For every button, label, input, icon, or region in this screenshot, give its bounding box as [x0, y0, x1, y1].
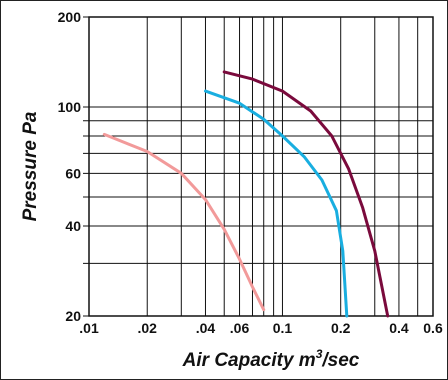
- x-axis-label-main: Air Capacity m: [182, 350, 316, 371]
- x-tick-labels: .01 .02 .04 .06 0.1 0.2 0.4 0.6: [79, 320, 443, 336]
- y-tick-label: 100: [58, 99, 82, 115]
- y-tick-label: 20: [65, 308, 81, 324]
- y-axis-label: Pressure Pa: [20, 111, 41, 221]
- y-tick-labels: 20 40 60 100 200: [58, 9, 82, 324]
- series-line-2: [204, 89, 349, 318]
- x-tick-label: .04: [196, 320, 216, 336]
- y-tick-label: 60: [65, 165, 81, 181]
- x-axis-label: Air Capacity m3/sec: [182, 347, 360, 371]
- x-tick-label: .02: [138, 320, 158, 336]
- x-tick-label: 0.2: [331, 320, 351, 336]
- y-tick-label: 200: [58, 9, 82, 25]
- x-tick-label: 0.6: [423, 320, 443, 336]
- x-tick-label: 0.1: [273, 320, 293, 336]
- grid: [83, 16, 434, 317]
- x-tick-label: .06: [230, 320, 250, 336]
- series-lines: [102, 70, 390, 318]
- y-tick-label: 40: [65, 218, 81, 234]
- series-line-1: [102, 132, 266, 312]
- x-tick-label: .01: [79, 320, 99, 336]
- plot-area: [88, 16, 434, 317]
- x-tick-label: 0.4: [389, 320, 409, 336]
- x-axis-label-superscript: 3: [316, 347, 323, 361]
- series-line-3: [222, 70, 390, 318]
- x-axis-label-suffix: /sec: [321, 350, 359, 371]
